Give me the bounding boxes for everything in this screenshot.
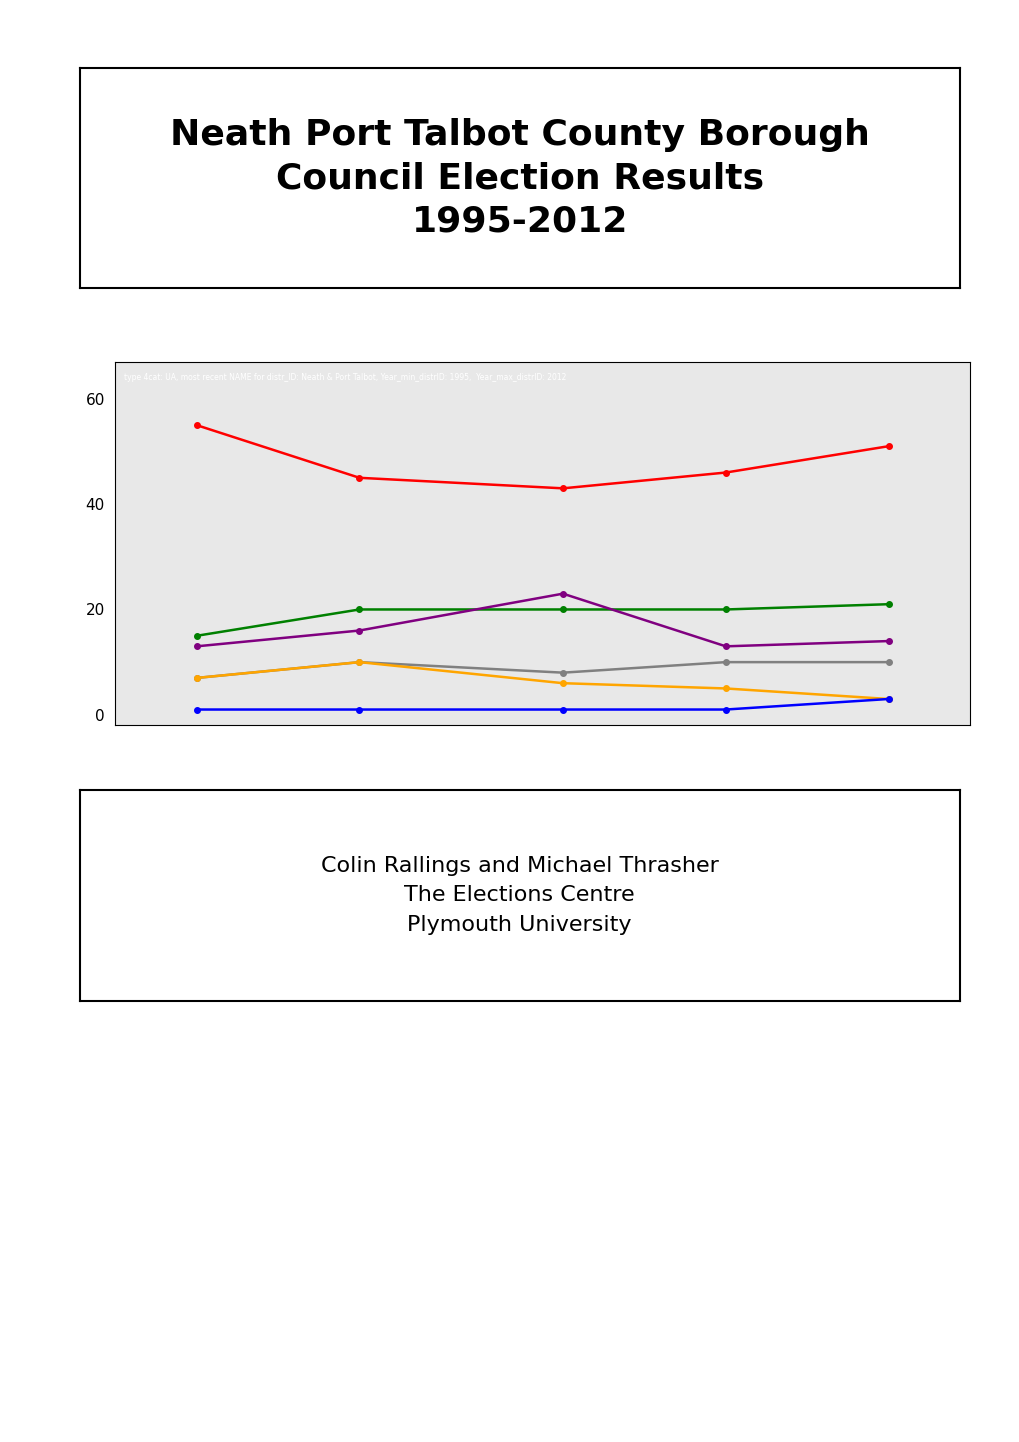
Text: Neath Port Talbot County Borough
Council Election Results
1995-2012: Neath Port Talbot County Borough Council…	[169, 118, 869, 238]
Text: Colin Rallings and Michael Thrasher
The Elections Centre
Plymouth University: Colin Rallings and Michael Thrasher The …	[320, 857, 718, 934]
Text: type 4cat: UA, most recent NAME for distr_ID: Neath & Port Talbot, Year_min_dist: type 4cat: UA, most recent NAME for dist…	[123, 373, 566, 382]
